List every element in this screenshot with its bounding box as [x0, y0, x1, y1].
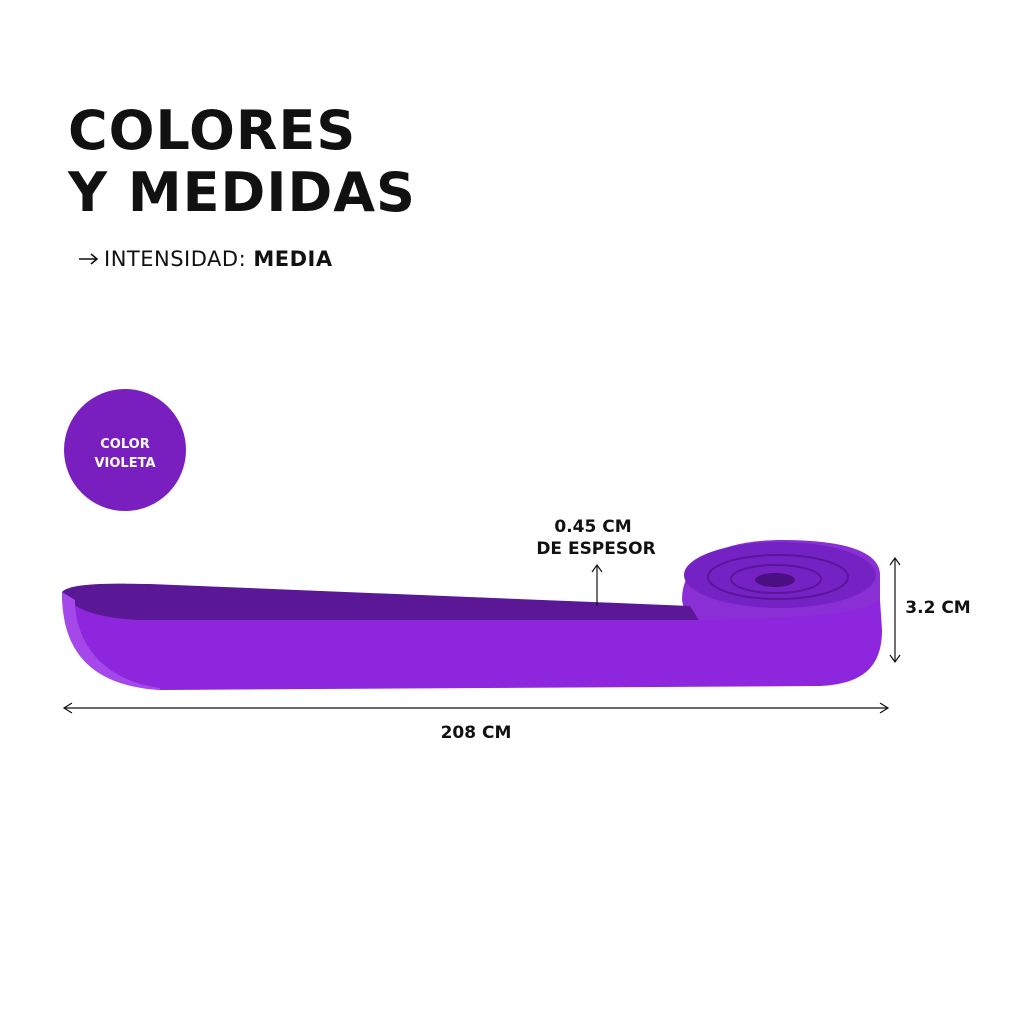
thickness-line-text: DE ESPESOR — [536, 539, 655, 559]
arrow-head — [591, 563, 603, 573]
title-line: Y MEDIDAS — [68, 161, 416, 224]
band-back — [62, 583, 700, 622]
intensity-label: INTENSIDAD: — [104, 247, 247, 271]
band-front — [62, 592, 882, 690]
badge-line: VIOLETA — [94, 456, 155, 471]
coil-ring — [730, 564, 822, 594]
badge-line: COLOR — [100, 437, 149, 452]
arrow-head — [62, 702, 890, 714]
arrow-icon — [78, 247, 104, 271]
length-text: 208 CM — [441, 723, 512, 743]
color-badge — [64, 389, 186, 511]
width-text: 3.2 CM — [905, 598, 970, 618]
arrow-head — [889, 556, 901, 664]
intensity: INTENSIDAD: MEDIA — [78, 247, 333, 271]
coil-ring — [707, 554, 849, 600]
intensity-value: MEDIA — [253, 247, 333, 271]
coil-center — [755, 573, 795, 587]
band-edge — [62, 592, 160, 690]
title-line: COLORES — [68, 99, 357, 162]
title: COLORES Y MEDIDAS — [68, 100, 416, 224]
arrow-svg — [79, 253, 99, 265]
thickness-line-text: 0.45 CM — [554, 517, 631, 537]
